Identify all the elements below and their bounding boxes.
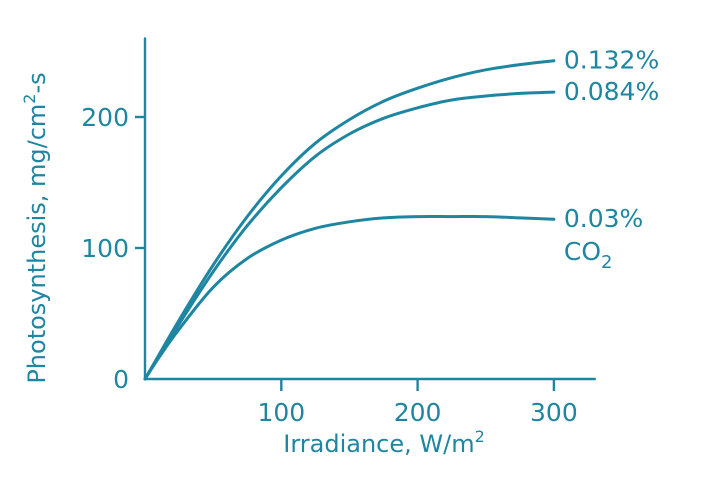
tick-marks bbox=[135, 115, 556, 391]
y-tick-label-200: 200 bbox=[81, 103, 129, 132]
series-line-3 bbox=[143, 214, 556, 381]
series-label-1: 0.132% bbox=[564, 46, 659, 75]
y-axis-label: Photosynthesis, mg/cm2-s bbox=[20, 72, 51, 383]
x-axis-label: Irradiance, W/m2 bbox=[283, 427, 485, 458]
x-tick-label-200: 200 bbox=[394, 398, 442, 427]
series-label-3: 0.03% bbox=[564, 204, 643, 233]
x-tick-label-100: 100 bbox=[257, 398, 305, 427]
curves bbox=[143, 59, 556, 381]
x-tick-label-300: 300 bbox=[530, 398, 578, 427]
axes bbox=[143, 37, 596, 381]
series-line-2 bbox=[143, 90, 556, 381]
tick-labels: 0 100 200 100 200 300 bbox=[81, 103, 577, 427]
series-label-2: 0.084% bbox=[564, 77, 659, 106]
series-label-3-line2: CO2 bbox=[564, 237, 613, 273]
series-labels: 0.132%0.084% 0.03% CO2 bbox=[564, 46, 659, 274]
y-tick-label-100: 100 bbox=[81, 234, 129, 263]
y-tick-label-0: 0 bbox=[113, 365, 129, 394]
series-line-1 bbox=[143, 59, 556, 381]
